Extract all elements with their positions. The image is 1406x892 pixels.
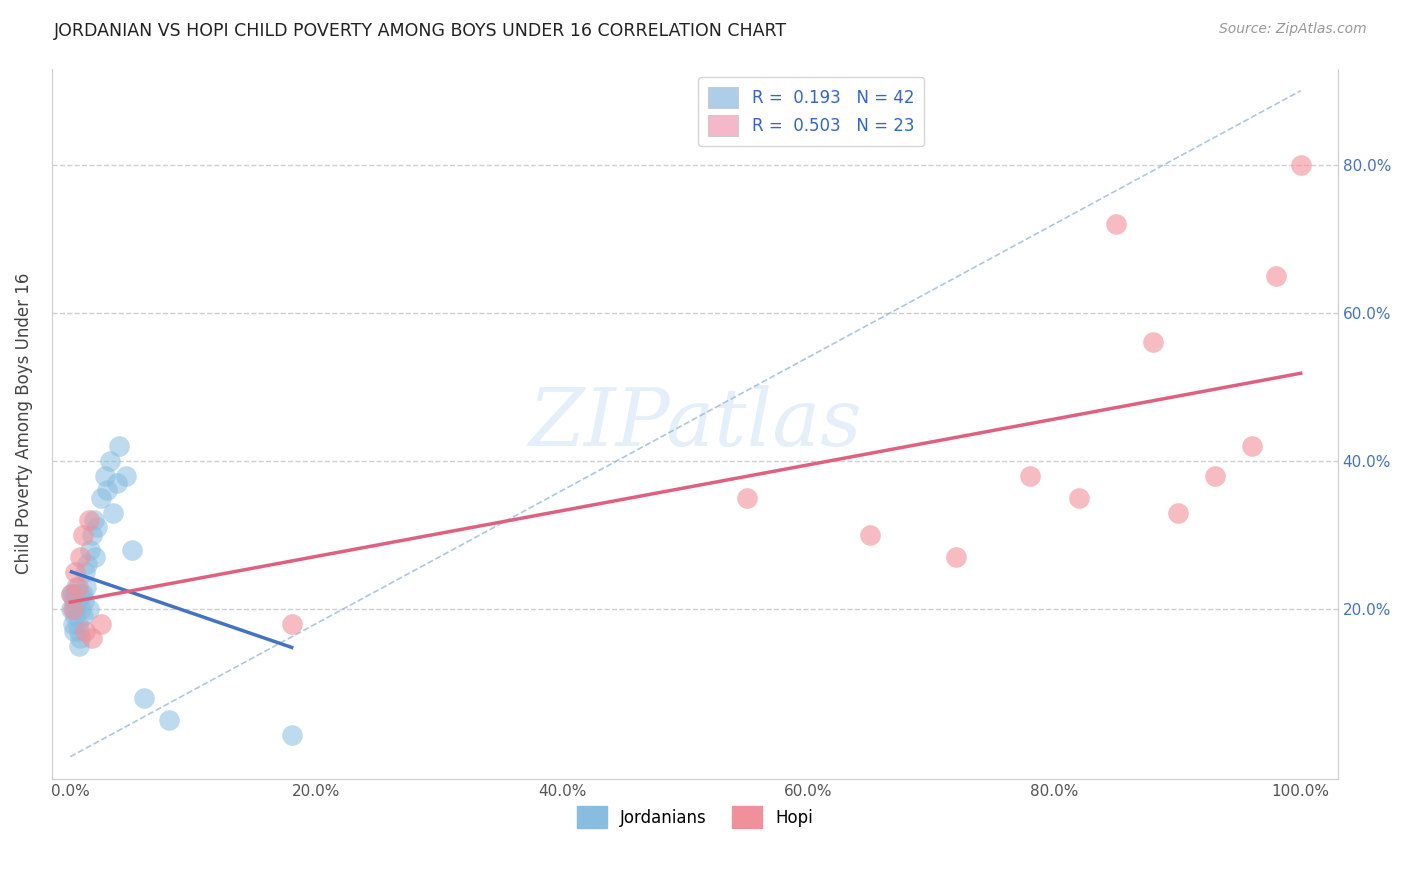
Point	[67, 624, 90, 638]
Point	[83, 549, 105, 564]
Point	[66, 594, 89, 608]
Point	[73, 594, 96, 608]
Point	[1069, 491, 1091, 505]
Point	[63, 624, 86, 638]
Point	[62, 616, 84, 631]
Point	[75, 580, 97, 594]
Point	[63, 587, 86, 601]
Point	[90, 491, 112, 505]
Point	[103, 506, 125, 520]
Point	[86, 520, 108, 534]
Point	[73, 624, 96, 638]
Point	[108, 439, 131, 453]
Point	[62, 601, 84, 615]
Point	[157, 713, 180, 727]
Point	[63, 594, 86, 608]
Point	[72, 609, 94, 624]
Point	[76, 558, 98, 572]
Point	[60, 601, 83, 615]
Point	[1105, 217, 1128, 231]
Point	[77, 601, 100, 615]
Point	[90, 616, 112, 631]
Point	[62, 587, 84, 601]
Point	[69, 587, 91, 601]
Point	[66, 580, 89, 594]
Point	[114, 468, 136, 483]
Point	[72, 527, 94, 541]
Point	[1240, 439, 1263, 453]
Point	[72, 587, 94, 601]
Point	[63, 601, 86, 615]
Point	[1204, 468, 1226, 483]
Point	[67, 639, 90, 653]
Point	[77, 513, 100, 527]
Point	[66, 616, 89, 631]
Point	[105, 475, 128, 490]
Point	[98, 454, 121, 468]
Point	[60, 587, 83, 601]
Point	[1289, 158, 1312, 172]
Point	[1142, 335, 1164, 350]
Point	[1265, 268, 1288, 283]
Legend: Jordanians, Hopi: Jordanians, Hopi	[569, 800, 820, 835]
Point	[69, 632, 91, 646]
Point	[280, 616, 302, 631]
Point	[859, 527, 882, 541]
Point	[69, 549, 91, 564]
Point	[70, 601, 93, 615]
Point	[79, 542, 101, 557]
Text: ZIPatlas: ZIPatlas	[527, 385, 862, 462]
Text: JORDANIAN VS HOPI CHILD POVERTY AMONG BOYS UNDER 16 CORRELATION CHART: JORDANIAN VS HOPI CHILD POVERTY AMONG BO…	[53, 22, 786, 40]
Point	[63, 609, 86, 624]
Point	[132, 690, 155, 705]
Point	[63, 565, 86, 579]
Point	[82, 632, 104, 646]
Text: Source: ZipAtlas.com: Source: ZipAtlas.com	[1219, 22, 1367, 37]
Point	[65, 580, 87, 594]
Point	[93, 468, 115, 483]
Point	[82, 527, 104, 541]
Point	[1167, 506, 1189, 520]
Point	[73, 565, 96, 579]
Point	[60, 587, 83, 601]
Point	[96, 483, 118, 498]
Point	[280, 727, 302, 741]
Point	[121, 542, 143, 557]
Point	[945, 549, 967, 564]
Point	[735, 491, 758, 505]
Y-axis label: Child Poverty Among Boys Under 16: Child Poverty Among Boys Under 16	[15, 273, 32, 574]
Point	[65, 601, 87, 615]
Point	[1019, 468, 1042, 483]
Point	[83, 513, 105, 527]
